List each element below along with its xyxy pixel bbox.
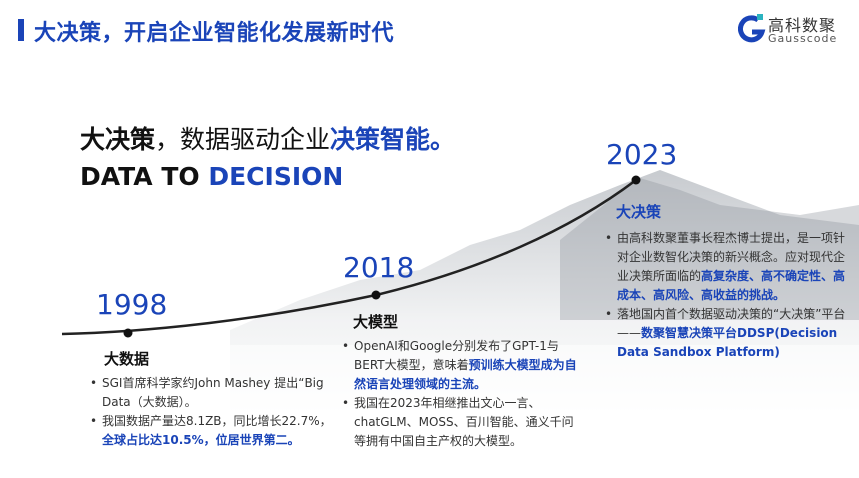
year-2018: 2018 [343, 251, 415, 284]
section-title-big-model: 大模型 [353, 313, 399, 331]
big-data-bullets: SGI首席科学家约John Mashey 提出“Big Data（大数据）。 我… [88, 374, 333, 450]
timeline-dot-2018 [371, 290, 381, 300]
header-accent-bar [18, 19, 24, 41]
list-item: 我国数据产量达8.1ZB，同比增长22.7%，全球占比达10.5%，位居世界第二… [88, 412, 333, 450]
page-title: 大决策，开启企业智能化发展新时代 [34, 21, 395, 46]
headline: 大决策，数据驱动企业决策智能。 [80, 125, 456, 154]
big-decision-bullets: 由高科数聚董事长程杰博士提出，是一项针对企业数智化决策的新兴概念。应对现代企业决… [603, 229, 853, 362]
logo: 高科数聚 Gausscode [738, 12, 848, 46]
big-model-bullets: OpenAI和Google分别发布了GPT-1与BERT大模型，意味着预训练大模… [340, 337, 580, 451]
timeline-dot-1998 [123, 328, 133, 338]
year-2023: 2023 [606, 138, 678, 171]
year-1998: 1998 [96, 288, 168, 321]
gausscode-logo-icon [738, 14, 766, 43]
section-title-big-decision: 大决策 [616, 203, 662, 221]
list-item: 落地国内首个数据驱动决策的“大决策”平台——数聚智慧决策平台DDSP(Decis… [603, 305, 853, 362]
list-item: 由高科数聚董事长程杰博士提出，是一项针对企业数智化决策的新兴概念。应对现代企业决… [603, 229, 853, 305]
headline-en: DATA TO DECISION [80, 162, 344, 191]
list-item: OpenAI和Google分别发布了GPT-1与BERT大模型，意味着预训练大模… [340, 337, 580, 394]
section-title-big-data: 大数据 [104, 350, 150, 368]
timeline-dot-2023 [631, 175, 641, 185]
list-item: SGI首席科学家约John Mashey 提出“Big Data（大数据）。 [88, 374, 333, 412]
list-item: 我国在2023年相继推出文心一言、chatGLM、MOSS、百川智能、通义千问等… [340, 394, 580, 451]
